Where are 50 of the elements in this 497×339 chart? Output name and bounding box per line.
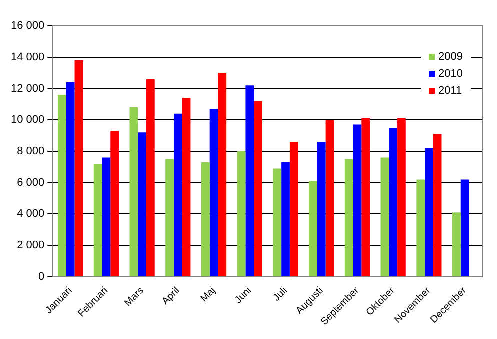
y-tick-label: 12 000	[10, 82, 45, 95]
bar	[110, 131, 119, 276]
bar	[174, 114, 182, 276]
bar	[326, 120, 334, 276]
y-tick-label: 6 000	[17, 176, 45, 189]
bar	[317, 142, 326, 276]
bar	[344, 159, 354, 276]
x-tick-label: Maj	[198, 285, 218, 305]
x-tick-label: Juli	[271, 285, 290, 304]
bar	[146, 79, 155, 276]
y-tick-label: 0	[38, 270, 45, 283]
legend-label: 2010	[438, 68, 463, 80]
bar	[433, 134, 442, 276]
bar	[66, 82, 75, 276]
bar	[138, 132, 146, 276]
bar	[237, 151, 246, 276]
legend-label: 2009	[438, 51, 463, 63]
bar	[425, 148, 434, 276]
y-tick-label: 10 000	[10, 114, 45, 126]
bar	[452, 212, 461, 276]
y-tick-label: 4 000	[17, 208, 45, 220]
bar	[218, 73, 227, 276]
bar	[254, 101, 262, 276]
bar	[460, 180, 470, 276]
bar	[398, 118, 406, 276]
bar	[362, 118, 370, 276]
bar	[389, 128, 398, 276]
bar	[273, 168, 282, 276]
bar	[182, 98, 191, 276]
bar	[166, 159, 174, 276]
bar	[130, 108, 138, 276]
bar	[94, 164, 102, 276]
bar	[210, 109, 218, 276]
bar	[102, 158, 111, 276]
bar	[74, 60, 84, 276]
legend-label: 2011	[438, 85, 462, 97]
bar	[353, 124, 362, 276]
y-tick-label: 2 000	[17, 240, 45, 252]
bar	[282, 162, 290, 276]
bar	[416, 180, 426, 276]
bar	[290, 142, 298, 276]
bar	[58, 95, 66, 276]
bar	[201, 162, 210, 276]
y-tick-label: 8 000	[17, 145, 45, 158]
x-tick-label: Juni	[233, 285, 254, 306]
bar	[309, 181, 318, 276]
bar	[246, 86, 254, 276]
bar	[380, 158, 390, 276]
y-tick-label: 14 000	[10, 51, 45, 64]
y-tick-label: 16 000	[10, 20, 45, 32]
